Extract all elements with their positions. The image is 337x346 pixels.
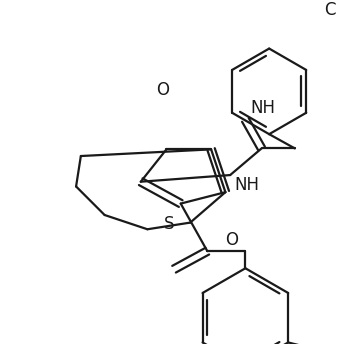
Text: O: O (156, 81, 169, 99)
Text: O: O (225, 231, 239, 249)
Text: NH: NH (235, 175, 260, 193)
Text: NH: NH (250, 100, 275, 118)
Text: S: S (164, 215, 175, 233)
Text: Cl: Cl (324, 1, 337, 19)
